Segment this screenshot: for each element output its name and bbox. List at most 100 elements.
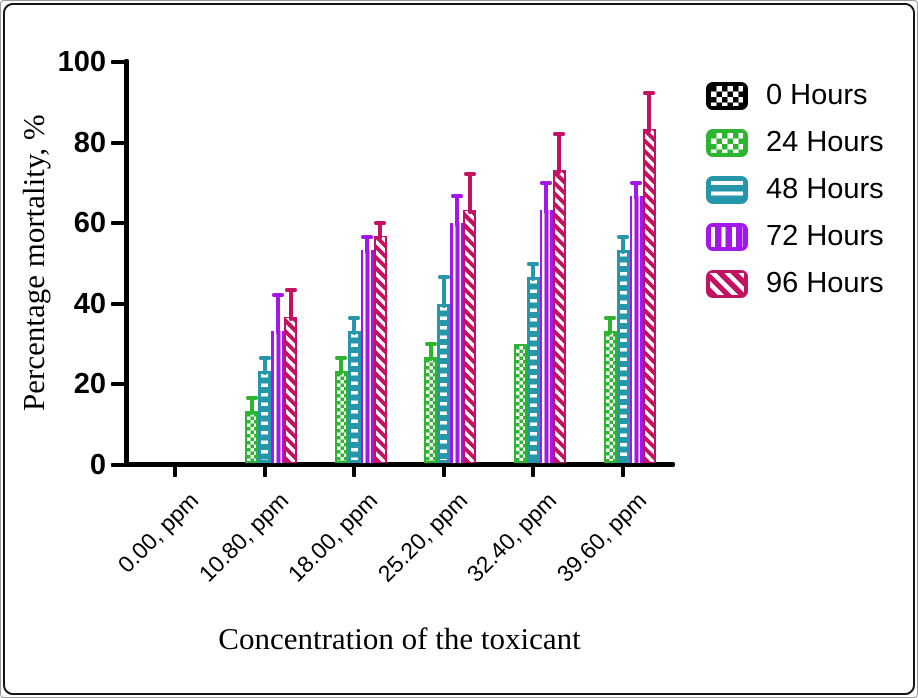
x-tick bbox=[441, 464, 446, 477]
bar-48hours bbox=[258, 371, 272, 463]
legend-label: 96 Hours bbox=[766, 267, 884, 299]
x-tick bbox=[531, 464, 536, 477]
error-bar-stem bbox=[467, 174, 472, 214]
legend-swatch-72hours bbox=[706, 222, 748, 251]
bar-96hours bbox=[284, 317, 298, 463]
error-bar-stem bbox=[557, 133, 562, 174]
y-tick-label: 100 bbox=[57, 46, 106, 78]
error-bar-cap bbox=[424, 342, 437, 347]
error-bar-stem bbox=[262, 357, 267, 376]
y-tick bbox=[111, 140, 125, 145]
x-tick bbox=[262, 464, 267, 477]
legend-swatch-0hours bbox=[706, 81, 748, 110]
bar-72hours bbox=[360, 250, 374, 463]
x-tick bbox=[352, 464, 357, 477]
error-bar-stem bbox=[275, 294, 280, 335]
x-axis-title: Concentration of the toxicant bbox=[218, 621, 581, 656]
error-bar-stem bbox=[621, 236, 625, 255]
legend-item: 96 Hours bbox=[706, 260, 884, 307]
error-bar-cap bbox=[527, 261, 540, 266]
legend-item: 24 Hours bbox=[706, 119, 884, 166]
error-bar-stem bbox=[339, 357, 344, 376]
error-bar-stem bbox=[544, 182, 549, 214]
error-bar-stem bbox=[378, 223, 383, 241]
x-tick bbox=[621, 464, 625, 477]
error-bar-cap bbox=[553, 131, 566, 136]
error-bar-cap bbox=[271, 292, 284, 297]
legend-item: 48 Hours bbox=[706, 166, 884, 213]
legend-swatch-48hours bbox=[706, 175, 748, 204]
legend-label: 0 Hours bbox=[766, 79, 868, 111]
y-tick bbox=[111, 60, 125, 64]
bar-96hours bbox=[642, 129, 656, 463]
bar-72hours bbox=[539, 209, 553, 464]
error-bar-stem bbox=[352, 317, 357, 335]
bar-24hours bbox=[245, 411, 259, 463]
bar-96hours bbox=[373, 236, 387, 463]
error-bar-cap bbox=[284, 288, 297, 293]
bar-72hours bbox=[271, 330, 285, 464]
error-bar-cap bbox=[374, 221, 387, 226]
legend-swatch-24hours bbox=[706, 128, 748, 157]
bar-24hours bbox=[424, 357, 438, 463]
y-tick-label: 80 bbox=[73, 126, 106, 159]
error-bar-stem bbox=[288, 290, 293, 322]
y-axis-line bbox=[124, 59, 129, 467]
error-bar-stem bbox=[249, 398, 254, 416]
error-bar-stem bbox=[441, 276, 446, 308]
error-bar-cap bbox=[540, 180, 553, 185]
bar-96hours bbox=[552, 169, 566, 463]
y-tick-label: 20 bbox=[73, 368, 106, 401]
chart-frame bbox=[3, 3, 915, 695]
legend: 0 Hours 24 Hours 48 Hours 72 Hours 96 Hours bbox=[706, 72, 884, 307]
error-bar-stem bbox=[365, 236, 370, 255]
error-bar-cap bbox=[643, 91, 655, 96]
legend-item: 72 Hours bbox=[706, 213, 884, 260]
legend-swatch-96hours bbox=[706, 269, 748, 298]
error-bar-stem bbox=[428, 344, 433, 362]
bar-24hours bbox=[513, 344, 527, 463]
y-tick-label: 0 bbox=[89, 449, 106, 481]
y-tick bbox=[111, 301, 125, 306]
x-tick bbox=[173, 464, 177, 477]
bar-72hours bbox=[450, 223, 464, 463]
x-tick-label: 39.60, ppm bbox=[551, 487, 652, 587]
error-bar-cap bbox=[437, 274, 450, 279]
legend-label: 48 Hours bbox=[766, 173, 884, 205]
error-bar-cap bbox=[617, 234, 629, 239]
bar-48hours bbox=[347, 330, 361, 463]
bar-24hours bbox=[603, 330, 617, 463]
error-bar-cap bbox=[604, 315, 616, 320]
y-axis-title: Percentage mortality, % bbox=[16, 114, 51, 412]
error-bar-cap bbox=[258, 355, 271, 360]
error-bar-stem bbox=[634, 182, 638, 201]
bar-72hours bbox=[629, 196, 643, 463]
y-tick bbox=[111, 382, 125, 387]
bar-24hours bbox=[334, 371, 348, 463]
error-bar-cap bbox=[245, 396, 258, 401]
legend-label: 24 Hours bbox=[766, 126, 884, 158]
error-bar-cap bbox=[335, 355, 348, 360]
error-bar-cap bbox=[630, 180, 642, 185]
x-tick-label: 0.00, ppm bbox=[112, 487, 204, 578]
x-tick-label: 10.80, ppm bbox=[193, 487, 293, 587]
bar-96hours bbox=[463, 209, 477, 463]
x-axis-line bbox=[124, 462, 675, 467]
y-tick-label: 40 bbox=[73, 287, 106, 320]
x-tick-label: 18.00, ppm bbox=[282, 487, 383, 587]
legend-item: 0 Hours bbox=[706, 72, 884, 119]
x-tick-label: 32.40, ppm bbox=[462, 487, 562, 587]
bar-48hours bbox=[437, 303, 451, 463]
x-tick-label: 25.20, ppm bbox=[372, 487, 473, 587]
error-bar-stem bbox=[531, 263, 536, 281]
error-bar-cap bbox=[348, 315, 361, 320]
error-bar-stem bbox=[608, 317, 612, 335]
legend-label: 72 Hours bbox=[766, 220, 884, 252]
y-tick-label: 60 bbox=[73, 207, 106, 240]
bar-48hours bbox=[526, 276, 540, 463]
y-tick bbox=[111, 221, 125, 226]
error-bar-stem bbox=[454, 196, 459, 228]
error-bar-cap bbox=[361, 234, 374, 239]
bar-48hours bbox=[616, 250, 630, 463]
